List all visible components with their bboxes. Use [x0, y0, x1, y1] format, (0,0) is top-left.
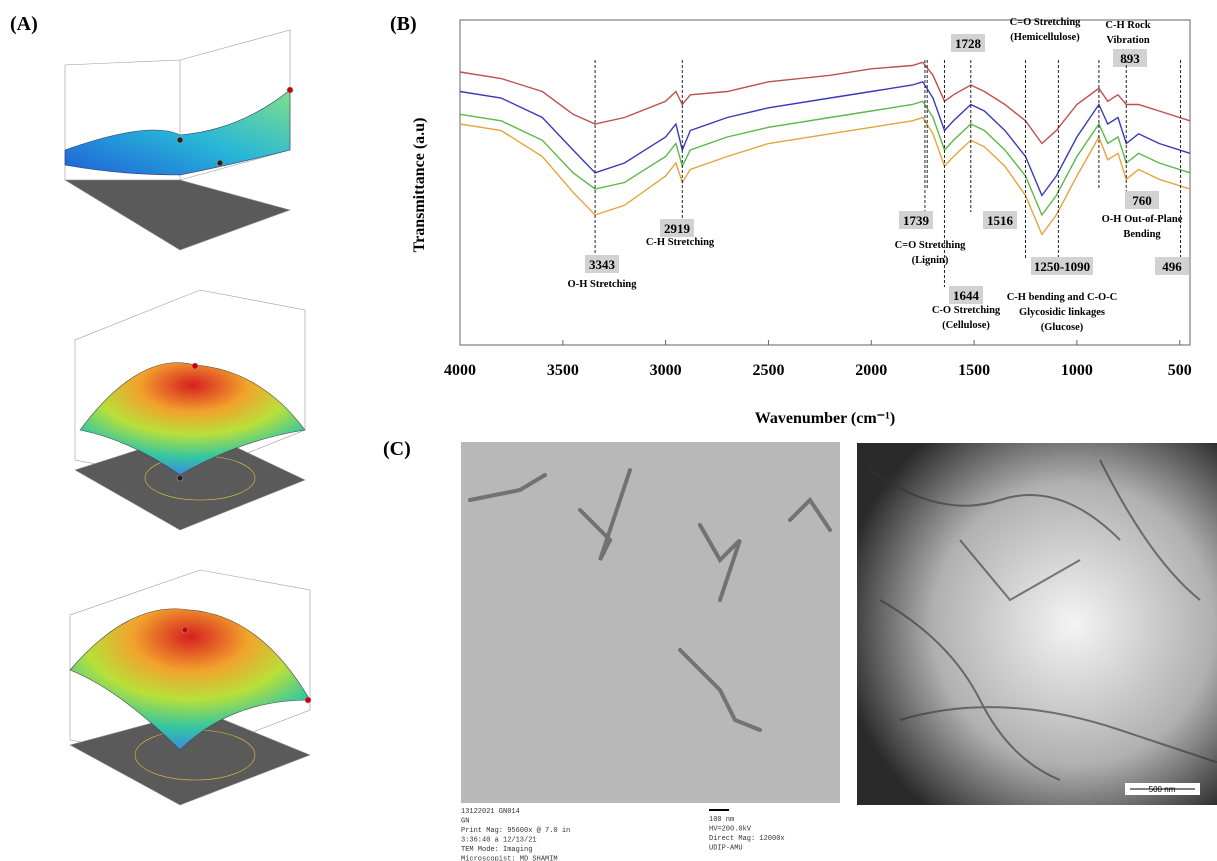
x-tick-label: 3500 — [547, 362, 579, 379]
panel-label: (C) — [383, 438, 411, 460]
y-axis-title: Transmittance (a.u) — [411, 118, 428, 253]
x-tick-label: 3000 — [650, 362, 682, 379]
tem-image: 500 nm — [857, 443, 1217, 805]
scale-bar-label: 500 nm — [1149, 785, 1176, 794]
peak-label: 3343 — [589, 257, 616, 272]
peak-label-box — [1125, 191, 1159, 209]
tem-image — [461, 442, 840, 803]
peak-label: 496 — [1162, 259, 1182, 274]
peak-description: (Glucose) — [1041, 322, 1084, 333]
series-line — [459, 61, 1191, 145]
peak-description: C-H Stretching — [646, 237, 715, 248]
tem-info-line: UDIP-AMU — [709, 845, 743, 853]
x-tick-label: 1000 — [1061, 362, 1093, 379]
peak-label: 1728 — [955, 36, 982, 51]
x-tick-label: 1500 — [958, 362, 990, 379]
peak-label-box — [983, 211, 1017, 229]
peak-description: O-H Stretching — [568, 279, 638, 290]
surface-plot — [63, 29, 294, 251]
peak-label-box — [585, 255, 619, 273]
peak-label: 2919 — [664, 221, 691, 236]
peak-label-box — [1113, 49, 1147, 67]
panel-label: (B) — [390, 13, 417, 35]
surface-plot — [74, 289, 306, 531]
tem-info-line: TEM Mode: Imaging — [461, 846, 532, 854]
tem-info-line: 100 nm — [709, 816, 734, 824]
peak-description: Glycosidic linkages — [1019, 307, 1105, 318]
peak-description: O-H Out-of-Plane — [1102, 214, 1183, 225]
peak-description: Vibration — [1106, 35, 1150, 46]
panel-label: (A) — [10, 13, 38, 35]
peak-label: 1250-1090 — [1034, 259, 1090, 274]
peak-label-box — [1155, 257, 1189, 275]
series-line — [459, 100, 1191, 217]
surface-plot — [69, 569, 312, 806]
tem-info-line: Direct Mag: 12000x — [709, 835, 785, 843]
peak-label-box — [951, 34, 985, 52]
peak-description: (Lignin) — [912, 255, 949, 266]
peak-label-box — [949, 286, 983, 304]
peak-label-box — [899, 211, 933, 229]
tem-info-line: HV=200.0kV — [709, 826, 752, 834]
peak-label: 1644 — [953, 288, 980, 303]
tem-info-line: GN — [461, 818, 469, 826]
peak-description: (Cellulose) — [942, 320, 990, 331]
x-tick-label: 2500 — [752, 362, 784, 379]
x-tick-label: 500 — [1168, 362, 1192, 379]
peak-label: 893 — [1120, 51, 1140, 66]
x-axis-title: Wavenumber (cm⁻¹) — [755, 410, 895, 427]
peak-label-box — [1031, 257, 1093, 275]
tem-info-line: 3:36:40 a 12/13/21 — [461, 837, 537, 845]
tem-info-line: 13122021 GN014 — [461, 808, 520, 816]
peak-description: C-H Rock — [1105, 20, 1150, 31]
series-line — [459, 116, 1191, 236]
peak-description: C=O Stretching — [895, 240, 967, 251]
peak-description: Bending — [1123, 229, 1161, 240]
peak-label: 760 — [1132, 193, 1152, 208]
peak-label: 1739 — [903, 213, 930, 228]
x-tick-label: 2000 — [855, 362, 887, 379]
peak-label: 1516 — [987, 213, 1014, 228]
peak-description: C-O Stretching — [932, 305, 1001, 316]
series-line — [459, 80, 1191, 197]
peak-label-box — [660, 219, 694, 237]
tem-info-line: Microscopist: MD SHAMIM — [461, 856, 558, 861]
plot-frame — [459, 19, 1191, 346]
tem-info-line: Print Mag: 95600x @ 7.0 in — [461, 827, 570, 835]
peak-description: C=O Stretching — [1010, 17, 1082, 28]
peak-description: (Hemicellulose) — [1010, 32, 1080, 43]
peak-description: C-H bending and C-O-C — [1007, 292, 1118, 303]
x-tick-label: 4000 — [444, 362, 476, 379]
